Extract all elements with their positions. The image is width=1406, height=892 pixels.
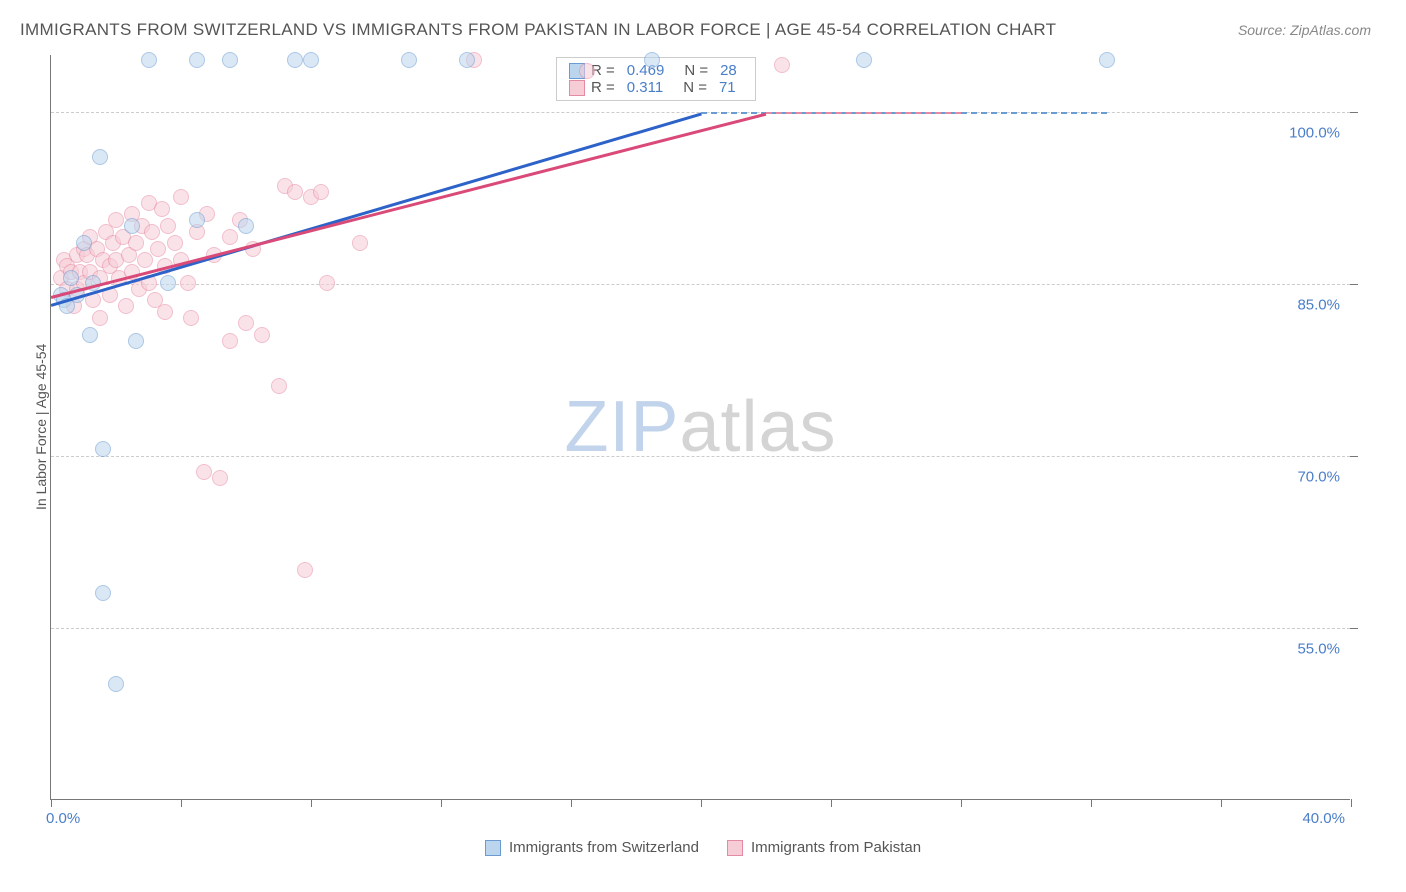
data-point [196,464,212,480]
data-point [287,184,303,200]
x-tick [441,799,442,807]
data-point [271,378,287,394]
legend-r-label: R = [591,79,615,96]
chart-title: IMMIGRANTS FROM SWITZERLAND VS IMMIGRANT… [20,20,1056,40]
gridline [51,284,1350,285]
data-point [254,327,270,343]
data-point [644,52,660,68]
series-name: Immigrants from Pakistan [751,839,921,856]
source-label: Source: ZipAtlas.com [1238,22,1371,38]
data-point [856,52,872,68]
data-point [141,52,157,68]
data-point [160,218,176,234]
series-name: Immigrants from Switzerland [509,839,699,856]
legend-r-value: 0.311 [621,79,669,96]
data-point [128,235,144,251]
watermark-atlas: atlas [679,387,836,467]
data-point [118,298,134,314]
x-tick [831,799,832,807]
x-tick [1351,799,1352,807]
legend-swatch [727,840,743,856]
gridline [51,628,1350,629]
data-point [63,270,79,286]
data-point [92,310,108,326]
y-tick-label: 85.0% [1297,297,1340,314]
data-point [183,310,199,326]
data-point [297,562,313,578]
data-point [459,52,475,68]
y-tick-label: 100.0% [1289,125,1340,142]
data-point [212,470,228,486]
legend-swatch [485,840,501,856]
y-tick [1350,456,1358,457]
x-tick [51,799,52,807]
data-point [189,52,205,68]
trend-line-extrapolated [766,112,961,114]
y-tick [1350,284,1358,285]
data-point [1099,52,1115,68]
data-point [180,275,196,291]
x-tick [181,799,182,807]
data-point [157,304,173,320]
data-point [167,235,183,251]
data-point [352,235,368,251]
legend-row: R = 0.311 N = 71 [569,79,743,96]
data-point [128,333,144,349]
data-point [137,252,153,268]
plot-area: ZIPatlas R =0.469N =28R =0.311N =71 0.0%… [50,55,1350,800]
data-point [173,189,189,205]
data-point [287,52,303,68]
watermark-zip: ZIP [564,387,679,467]
series-legend-item: Immigrants from Pakistan [727,839,921,856]
data-point [82,327,98,343]
data-point [108,212,124,228]
data-point [150,241,166,257]
x-tick [1091,799,1092,807]
data-point [76,235,92,251]
x-tick [311,799,312,807]
x-tick [961,799,962,807]
y-tick [1350,112,1358,113]
data-point [238,315,254,331]
data-point [313,184,329,200]
series-legend: Immigrants from Switzerland Immigrants fr… [0,839,1406,856]
legend-n-value: 71 [713,79,742,96]
x-tick [701,799,702,807]
data-point [95,441,111,457]
data-point [160,275,176,291]
y-axis-title: In Labor Force | Age 45-54 [33,344,49,510]
x-axis-min-label: 0.0% [46,810,80,827]
data-point [222,229,238,245]
data-point [154,201,170,217]
data-point [108,676,124,692]
data-point [189,212,205,228]
data-point [222,52,238,68]
data-point [303,52,319,68]
x-axis-max-label: 40.0% [1302,810,1345,827]
data-point [238,218,254,234]
x-tick [1221,799,1222,807]
legend-n-value: 28 [714,62,743,79]
y-tick [1350,628,1358,629]
data-point [401,52,417,68]
legend-n-label: N = [683,79,707,96]
data-point [124,218,140,234]
x-tick [571,799,572,807]
series-legend-item: Immigrants from Switzerland [485,839,699,856]
gridline [51,456,1350,457]
legend-n-label: N = [684,62,708,79]
data-point [774,57,790,73]
y-tick-label: 55.0% [1297,641,1340,658]
data-point [144,224,160,240]
legend-swatch [569,80,585,96]
data-point [92,149,108,165]
data-point [579,63,595,79]
data-point [319,275,335,291]
y-tick-label: 70.0% [1297,469,1340,486]
data-point [222,333,238,349]
data-point [95,585,111,601]
